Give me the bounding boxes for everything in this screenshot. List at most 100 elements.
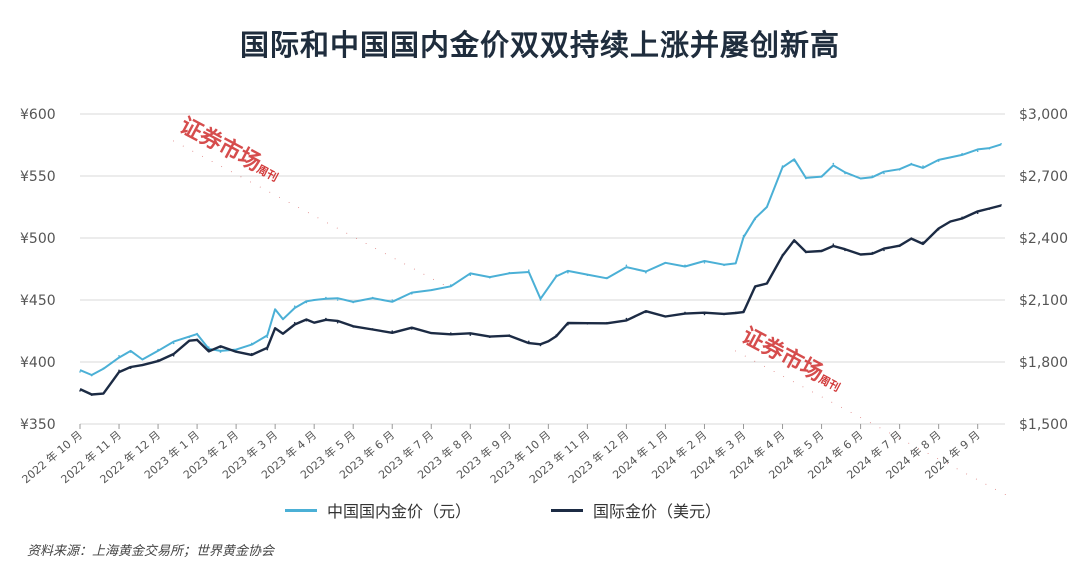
data-point-intl — [766, 282, 768, 285]
data-point-intl — [266, 348, 269, 351]
legend-label-intl: 国际金价（美元） — [593, 502, 722, 521]
data-point-china — [250, 342, 253, 345]
right-tick-label: $3,000 — [1019, 107, 1068, 123]
data-point-intl — [961, 216, 963, 219]
legend-item-china: 中国国内金价（元） — [285, 498, 471, 522]
data-point-china — [336, 299, 339, 301]
data-point-china — [188, 336, 191, 339]
data-point-china — [219, 351, 222, 353]
series-lines — [79, 143, 1002, 396]
data-point-intl — [547, 340, 550, 343]
data-point-china — [1000, 143, 1002, 145]
data-point-intl — [282, 332, 284, 334]
data-point-china — [625, 264, 628, 267]
data-point-china — [976, 150, 979, 152]
left-axis: ¥350 ¥400 ¥450 ¥500 ¥550 ¥600 — [20, 107, 56, 433]
data-point-china — [805, 177, 807, 180]
data-point-intl — [391, 330, 394, 332]
data-point-intl — [805, 251, 807, 254]
data-point-intl — [703, 313, 706, 316]
data-point-intl — [141, 364, 144, 366]
data-point-china — [898, 169, 901, 171]
data-point-intl — [567, 324, 569, 326]
data-point-intl — [859, 253, 862, 256]
data-point-intl — [734, 311, 737, 314]
right-axis: $1,500 $1,800 $2,100 $2,400 $2,700 $3,000 — [1019, 107, 1068, 433]
left-tick-label: ¥350 — [20, 417, 56, 433]
series-line-china — [79, 143, 1002, 376]
data-point-china — [196, 332, 198, 335]
data-point-china — [937, 160, 940, 162]
data-point-intl — [196, 338, 198, 341]
data-point-intl — [793, 241, 795, 243]
data-point-china — [90, 374, 93, 377]
right-tick-label: $2,700 — [1019, 169, 1068, 185]
data-point-china — [325, 296, 327, 299]
data-point-intl — [883, 249, 885, 252]
data-point-china — [157, 348, 159, 351]
data-point-china — [172, 342, 175, 345]
data-point-intl — [910, 237, 913, 239]
data-point-intl — [976, 212, 979, 214]
data-point-china — [961, 152, 963, 155]
chart-title: 国际和中国国内金价双双持续上涨并屡创新高 — [239, 28, 840, 62]
data-point-intl — [352, 326, 355, 328]
data-point-intl — [293, 321, 296, 324]
data-point-china — [528, 269, 530, 272]
data-point-intl — [645, 311, 647, 314]
data-point-intl — [555, 334, 557, 336]
data-point-intl — [1000, 204, 1002, 206]
left-tick-label: ¥450 — [20, 293, 56, 309]
data-point-china — [922, 165, 924, 167]
data-point-china — [102, 367, 105, 370]
data-point-intl — [172, 355, 175, 357]
data-point-intl — [528, 340, 530, 343]
data-point-intl — [129, 367, 132, 370]
data-point-china — [274, 309, 276, 311]
legend-swatch-china — [285, 508, 317, 512]
legend: 中国国内金价（元） 国际金价（美元） — [285, 498, 721, 522]
data-point-intl — [325, 317, 327, 320]
data-point-intl — [219, 346, 222, 349]
data-point-intl — [988, 208, 991, 210]
data-point-china — [208, 346, 210, 348]
data-point-intl — [157, 359, 159, 361]
data-point-intl — [188, 340, 191, 343]
left-tick-label: ¥400 — [20, 355, 56, 371]
series-line-intl — [79, 204, 1002, 396]
grid-lines — [80, 113, 1005, 425]
data-point-china — [723, 264, 725, 267]
data-point-china — [734, 262, 737, 264]
data-point-china — [645, 271, 647, 274]
data-point-intl — [820, 249, 823, 252]
data-point-intl — [723, 313, 725, 316]
data-point-intl — [371, 328, 374, 330]
data-point-intl — [336, 321, 339, 324]
data-point-china — [555, 274, 557, 277]
data-point-china — [352, 301, 355, 304]
data-point-china — [547, 286, 550, 289]
data-point-china — [489, 276, 491, 279]
data-point-intl — [250, 352, 253, 355]
data-point-china — [282, 317, 284, 320]
data-point-intl — [625, 317, 628, 320]
data-point-china — [293, 305, 296, 308]
right-tick-label: $2,100 — [1019, 293, 1068, 309]
data-point-intl — [208, 348, 210, 351]
data-point-china — [988, 147, 991, 150]
right-tick-label: $2,400 — [1019, 231, 1068, 247]
data-point-china — [450, 284, 452, 286]
data-point-china — [141, 358, 144, 361]
left-tick-label: ¥600 — [20, 107, 56, 123]
data-point-china — [832, 162, 835, 165]
data-point-china — [430, 289, 433, 291]
data-point-china — [883, 172, 885, 175]
data-point-intl — [469, 334, 472, 336]
data-point-china — [235, 348, 237, 351]
data-point-intl — [754, 286, 756, 289]
data-point-intl — [450, 332, 452, 334]
data-point-china — [411, 293, 413, 295]
data-point-intl — [305, 319, 308, 322]
data-point-china — [586, 274, 589, 277]
